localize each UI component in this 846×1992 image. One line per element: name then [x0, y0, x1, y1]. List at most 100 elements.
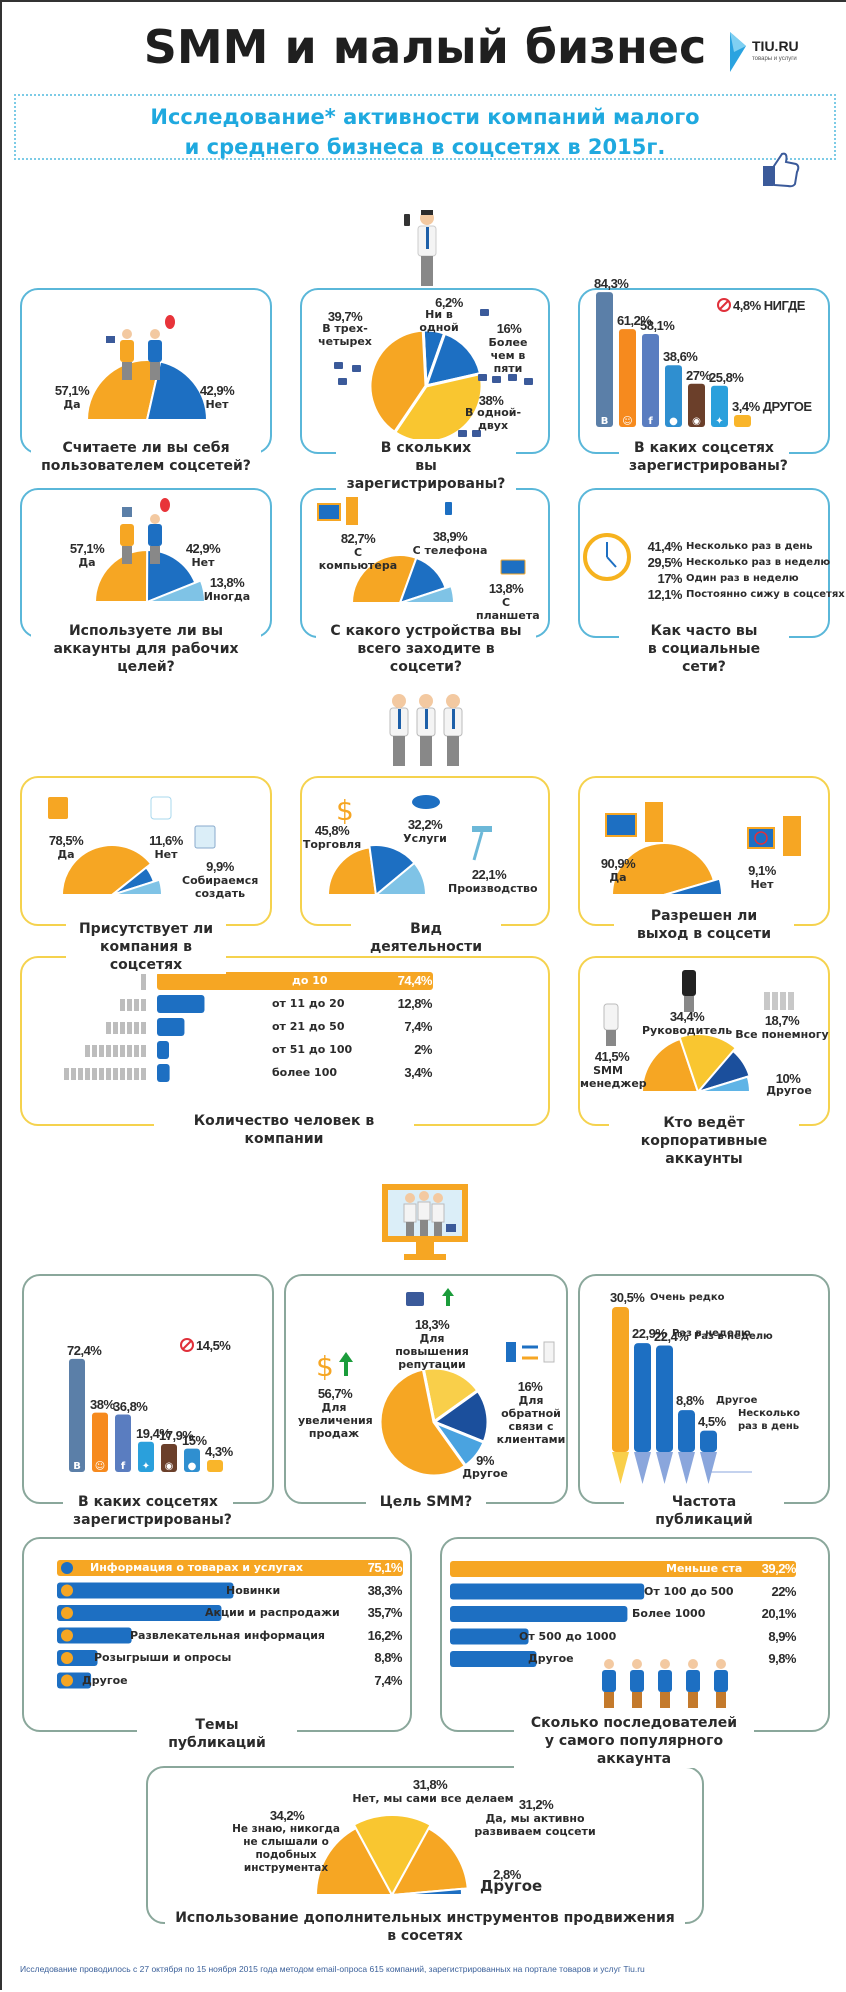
slice-label: Для увеличения продаж	[298, 1401, 373, 1440]
people-icon	[78, 1068, 83, 1080]
bar	[619, 329, 636, 427]
person-legs	[150, 546, 160, 564]
bar	[115, 1414, 131, 1472]
bar	[665, 365, 682, 427]
follower-icon	[658, 1670, 672, 1692]
slice-label: Более чем в пяти	[488, 336, 528, 375]
chart-title: корпоративные аккаунты	[609, 1132, 799, 1168]
chart-title: Частота публикаций	[624, 1493, 784, 1529]
follower-legs	[716, 1692, 726, 1708]
bar-icon: ◉	[692, 416, 701, 427]
chart-title: всего заходите в соцсети?	[316, 640, 536, 676]
like-icon	[106, 336, 115, 343]
people-icon	[120, 1022, 125, 1034]
pie-slice	[350, 554, 418, 604]
bar-label: От 500 до 1000	[519, 1629, 617, 1643]
follower-head	[604, 1659, 614, 1669]
people-icon	[134, 1022, 139, 1034]
person-icon	[148, 340, 162, 362]
person-legs	[122, 362, 132, 380]
slice-label: С компьютера	[318, 546, 398, 572]
bar-icon: ◉	[165, 1461, 174, 1472]
like-icon	[334, 362, 343, 369]
bar-value: 7,4%	[374, 1672, 402, 1688]
slice-label: Для обратной связи с клиентами	[496, 1394, 566, 1446]
bar	[157, 995, 205, 1013]
slice-value: 56,7%	[317, 1386, 353, 1401]
pie-slice	[697, 1075, 752, 1093]
slice-value: 9,9%	[206, 859, 234, 874]
people-icon	[764, 992, 770, 1010]
subtitle-frame	[14, 94, 836, 160]
bar	[734, 415, 751, 427]
chart-title: Цель SMM?	[366, 1493, 486, 1511]
monitor-vk-icon	[605, 813, 637, 837]
slice-value: 39,7%	[327, 309, 363, 324]
balloon-icon	[165, 315, 175, 329]
people-icon	[127, 1045, 132, 1057]
like-icon	[480, 309, 489, 316]
row-value: 17%	[657, 571, 682, 586]
slice-label: Да	[609, 871, 627, 884]
pie-slice	[314, 1826, 394, 1896]
chart-title: пользователем соцсетей?	[31, 457, 261, 475]
people-icon	[134, 1068, 139, 1080]
like-icon	[458, 430, 467, 437]
people-icon	[106, 1068, 111, 1080]
like-icon	[472, 430, 481, 437]
people-icon	[780, 992, 786, 1010]
bar-label: Информация о товарах и услугах	[90, 1561, 303, 1574]
bar-value: 8,8%	[676, 1393, 704, 1409]
person-legs	[150, 362, 160, 380]
person-legs	[684, 996, 694, 1012]
bar-value: 4,5%	[698, 1413, 726, 1429]
slice-value: 78,5%	[48, 833, 84, 848]
slice-label: Нет	[205, 398, 229, 411]
slice-label: Да	[78, 556, 96, 569]
bar-value: 2%	[414, 1042, 432, 1057]
bar-label: более 100	[272, 1066, 338, 1079]
pie-slice	[111, 878, 164, 896]
topic-icon	[61, 1674, 73, 1687]
topic-icon	[61, 1562, 73, 1574]
arrow-up-icon	[442, 1288, 454, 1306]
people-icon	[127, 999, 132, 1011]
topic-icon	[61, 1584, 73, 1597]
slice-label: SMM менеджер	[580, 1064, 647, 1090]
slice-label: Да	[63, 398, 81, 411]
bar-value: 12,8%	[397, 996, 433, 1011]
follower-icon	[686, 1670, 700, 1692]
bar-value: 17,9%	[159, 1428, 194, 1444]
pie-slice	[390, 1827, 469, 1897]
bar-value: 22,9%	[632, 1326, 667, 1342]
slice-label: Другое	[480, 1877, 543, 1895]
slice-value: 22,1%	[471, 867, 507, 882]
pie-slice	[378, 1367, 468, 1478]
bar	[157, 1041, 169, 1059]
bar	[69, 1358, 85, 1472]
bar-icon: f	[648, 416, 653, 427]
chart-title: аккаунты для рабочих целей?	[31, 640, 261, 676]
like-icon	[406, 1292, 424, 1306]
bar-icon: ✦	[715, 416, 723, 427]
bar-value: 20,1%	[761, 1606, 797, 1621]
tiu-logo[interactable]: TIU.RU товары и услуги	[730, 32, 820, 76]
bar	[57, 1627, 132, 1644]
computer-tower-icon	[783, 816, 801, 856]
chart-title: зарегистрированы?	[63, 1511, 233, 1529]
slice-value: 18,7%	[764, 1013, 800, 1028]
like-thumb-icon	[763, 152, 800, 188]
team-icon	[194, 825, 216, 849]
bar-icon: f	[121, 1461, 126, 1472]
person-head	[150, 514, 160, 524]
follower-icon	[602, 1670, 616, 1692]
bar	[450, 1628, 529, 1645]
logo-subtext: товары и услуги	[752, 56, 797, 62]
slice-label: Собираемся создать	[182, 874, 259, 900]
bar	[57, 1605, 222, 1621]
bar	[57, 1560, 403, 1576]
computer-tower-icon	[645, 802, 663, 842]
like-icon	[508, 374, 517, 381]
bar	[700, 1430, 717, 1452]
bar	[57, 1582, 234, 1599]
